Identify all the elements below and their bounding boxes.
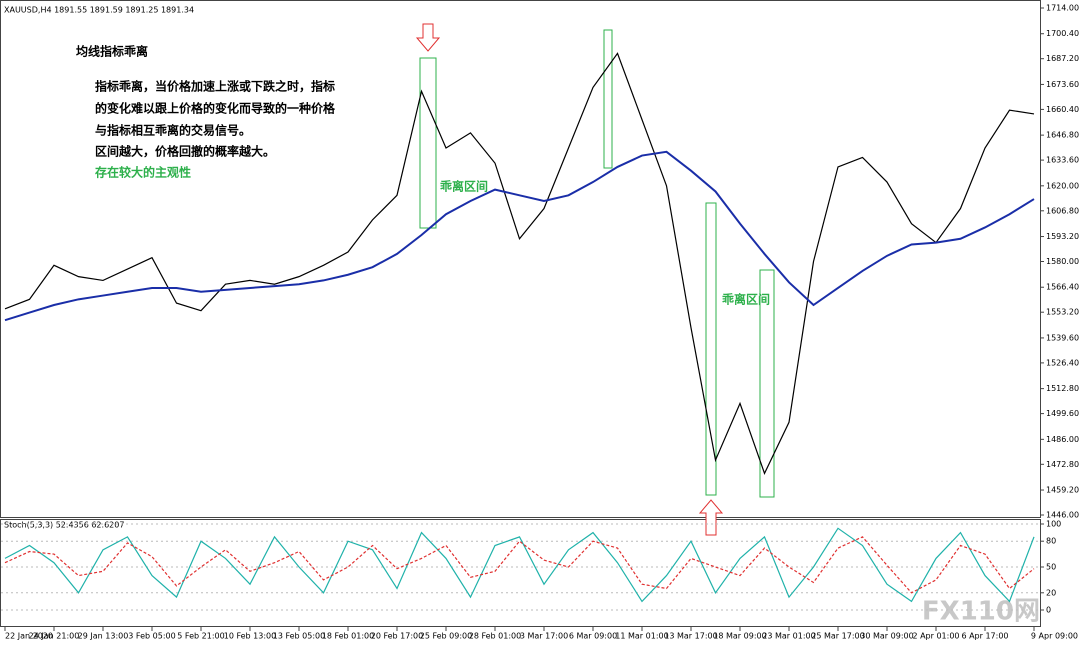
y-tick-label: 1633.60	[1046, 156, 1079, 165]
arrow-up	[698, 499, 724, 536]
chart-title: XAUUSD,H4 1891.55 1891.59 1891.25 1891.3…	[4, 6, 194, 15]
x-tick-label: 3 Feb 05:00	[128, 632, 175, 641]
series-line	[4, 52, 1035, 475]
y-tick-label: 1526.40	[1046, 358, 1079, 367]
x-tick-label: 11 Mar 01:00	[615, 632, 668, 641]
stoch-frame	[0, 519, 1041, 627]
x-tick-label: 20 Feb 17:00	[371, 632, 423, 641]
zone-box	[705, 202, 717, 496]
watermark: FX110网	[922, 597, 1040, 627]
x-tick-label: 6 Apr 17:00	[961, 632, 1008, 641]
y-tick-label: 1700.40	[1046, 29, 1079, 38]
y-tick-label: 1553.20	[1046, 308, 1079, 317]
x-tick-label: 5 Feb 21:00	[177, 632, 224, 641]
series-line	[4, 150, 1035, 322]
y-tick-label: 20	[1046, 588, 1056, 597]
x-tick-label: 24 Jan 21:00	[29, 632, 80, 641]
y-tick-label: 1646.80	[1046, 131, 1079, 140]
zone-box	[603, 29, 613, 169]
note-green: 存在较大的主观性	[94, 165, 191, 180]
y-tick-label: 1512.80	[1046, 384, 1079, 393]
x-tick-label: 18 Feb 01:00	[322, 632, 374, 641]
y-tick-label: 1499.60	[1046, 409, 1079, 418]
price-frame	[0, 0, 1041, 518]
x-tick-label: 9 Apr 09:00	[1031, 632, 1078, 641]
x-tick-label: 10 Feb 13:00	[224, 632, 276, 641]
x-tick-label: 28 Feb 01:00	[469, 632, 521, 641]
x-tick-label: 23 Mar 01:00	[762, 632, 815, 641]
x-tick-label: 25 Mar 17:00	[811, 632, 864, 641]
zone-box	[759, 269, 775, 498]
x-tick-label: 13 Feb 05:00	[273, 632, 325, 641]
series-line	[4, 536, 1035, 594]
y-tick-label: 1486.00	[1046, 435, 1079, 444]
y-tick-label: 1660.40	[1046, 105, 1079, 114]
x-tick-label: 30 Mar 09:00	[860, 632, 913, 641]
zone-box	[419, 57, 437, 229]
x-tick-label: 29 Jan 13:00	[78, 632, 129, 641]
x-tick-label: 3 Mar 17:00	[520, 632, 568, 641]
series-line	[4, 527, 1035, 603]
y-tick-label: 1673.60	[1046, 80, 1079, 89]
note-line: 指标乖离，当价格加速上涨或下跌之时，指标	[95, 79, 335, 94]
x-tick-label: 13 Mar 17:00	[664, 632, 717, 641]
y-tick-label: 1446.00	[1046, 511, 1079, 520]
y-tick-label: 1714.00	[1046, 4, 1079, 13]
x-tick-label: 6 Mar 09:00	[569, 632, 617, 641]
zone-label: 乖离区间	[722, 292, 770, 307]
x-tick-label: 2 Apr 01:00	[912, 632, 959, 641]
y-tick-label: 1566.40	[1046, 283, 1079, 292]
note-line: 的变化难以跟上价格的变化而导致的一种价格	[95, 101, 336, 116]
y-tick-label: 1620.00	[1046, 181, 1079, 190]
y-tick-label: 50	[1046, 563, 1056, 572]
y-tick-label: 1459.20	[1046, 486, 1079, 495]
arrow-down	[415, 23, 441, 52]
x-tick-label: 25 Feb 09:00	[420, 632, 472, 641]
y-tick-label: 0	[1046, 606, 1051, 615]
zone-label: 乖离区间	[440, 179, 488, 194]
y-tick-label: 1580.00	[1046, 257, 1079, 266]
note-line: 与指标相互乖离的交易信号。	[95, 123, 251, 138]
y-tick-label: 1472.80	[1046, 460, 1079, 469]
note-line: 区间越大，价格回撤的概率越大。	[95, 144, 275, 159]
y-tick-label: 1606.80	[1046, 206, 1079, 215]
y-tick-label: 1593.20	[1046, 232, 1079, 241]
stoch-title: Stoch(5,3,3) 52.4356 62.6207	[4, 521, 124, 530]
y-tick-label: 1539.60	[1046, 333, 1079, 342]
x-tick-label: 18 Mar 09:00	[713, 632, 766, 641]
heading: 均线指标乖离	[76, 44, 148, 59]
y-tick-label: 1687.20	[1046, 54, 1079, 63]
y-tick-label: 80	[1046, 537, 1056, 546]
x-tick-label: 22 Jan 2020	[5, 632, 53, 641]
y-tick-label: 100	[1046, 520, 1061, 529]
